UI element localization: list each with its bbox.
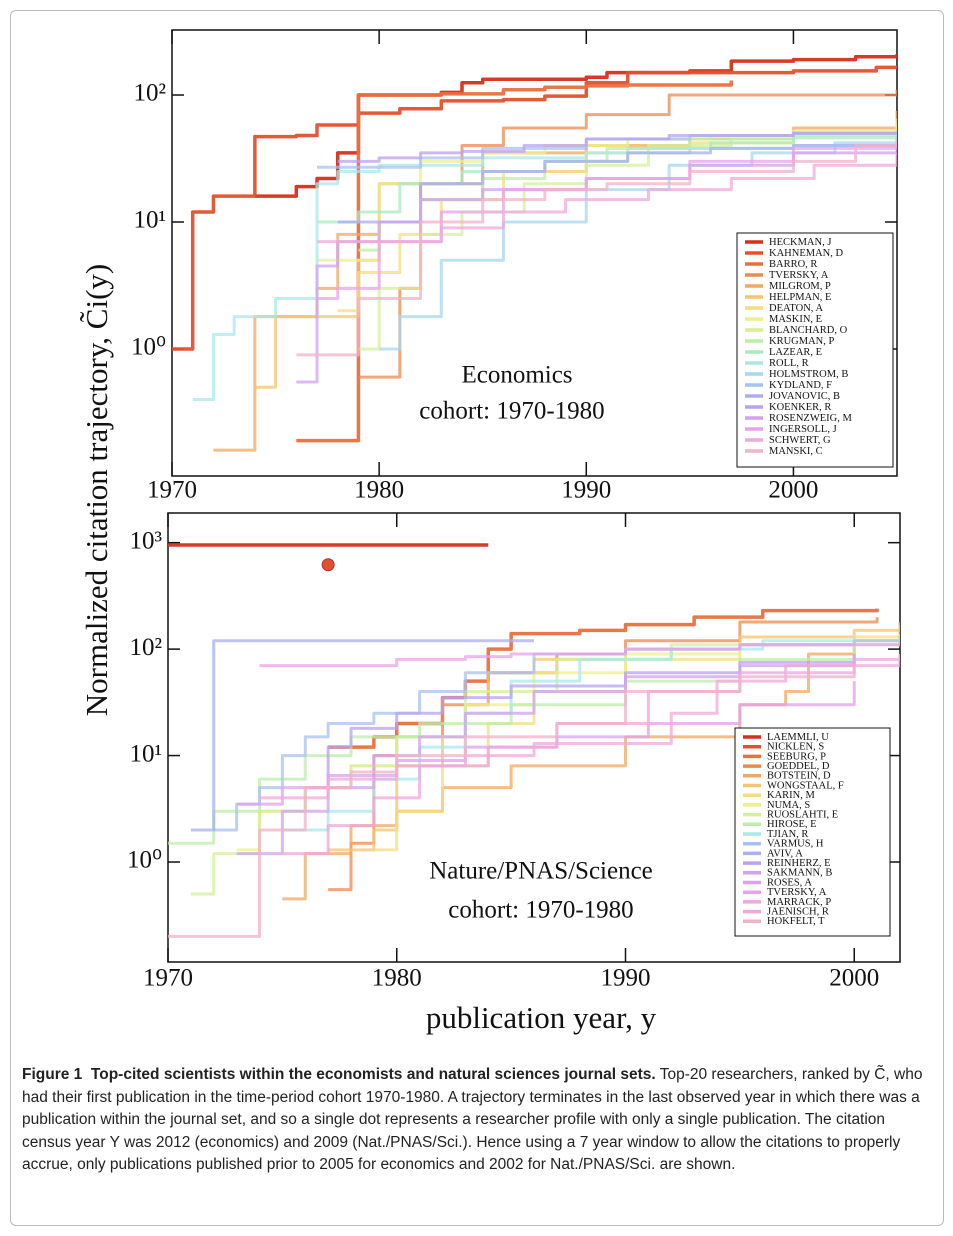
x-tick-label: 2000: [829, 965, 879, 992]
legend-label: KRUGMAN, P: [769, 336, 835, 347]
trajectory: [168, 665, 856, 938]
trajectory: [317, 152, 897, 244]
legend-label: KAHNEMAN, D: [769, 248, 843, 259]
trajectory: [337, 131, 897, 163]
legend-label: VARMUS, H: [767, 839, 824, 850]
legend-label: TVERSKY, A: [769, 270, 829, 281]
trajectory: [259, 642, 900, 668]
plot-frame: [167, 512, 901, 963]
legend-label: KYDLAND, F: [769, 380, 832, 391]
trajectory: [190, 639, 534, 832]
legend-label: LAEMMLI, U: [767, 732, 829, 743]
y-tick-label: 10²: [130, 634, 163, 661]
annotation: Nature/PNAS/Science: [429, 858, 653, 885]
x-tick-label: 1980: [372, 965, 422, 992]
legend-label: AVIV, A: [767, 848, 803, 859]
legend-label: ROSENZWEIG, M: [769, 413, 852, 424]
legend-label: BARRO, R: [769, 259, 817, 270]
legend-label: TVERSKY, A: [767, 887, 827, 898]
caption-label: Figure 1: [22, 1066, 83, 1083]
legend-label: SAKMANN, B: [767, 868, 832, 879]
caption-title: Top-cited scientists within the economis…: [90, 1066, 656, 1083]
legend-label: SEEBURG, P: [767, 751, 826, 762]
caption-text: Top-20 researchers, ranked by C̃, who ha…: [22, 1066, 923, 1173]
x-tick-label: 1970: [143, 965, 193, 992]
annotation: cohort: 1970-1980: [419, 398, 604, 425]
legend-label: HECKMAN, J: [769, 237, 831, 248]
legend-label: RUOSLAHTI, E: [767, 810, 838, 821]
legend-label: KARIN, M: [767, 790, 815, 801]
legend-label: MASKIN, E: [769, 314, 822, 325]
legend-label: SCHWERT, G: [769, 435, 831, 446]
annotation: cohort: 1970-1980: [448, 897, 633, 924]
legend-label: DEATON, A: [769, 303, 823, 314]
legend-label: ROSES, A: [767, 877, 812, 888]
legend-label: ROLL, R: [769, 358, 809, 369]
x-tick-label: 2000: [768, 477, 818, 504]
legend-label: GOEDDEL, D: [767, 761, 830, 772]
x-axis-label: publication year, y: [426, 1000, 657, 1035]
legend-label: REINHERZ, E: [767, 858, 831, 869]
series-group: [172, 54, 897, 452]
y-tick-label: 10³: [130, 527, 163, 554]
plot-frame: [171, 29, 898, 477]
trajectory: [282, 621, 900, 901]
trajectory: [317, 139, 897, 300]
caption: Figure 1 Top-cited scientists within the…: [22, 1064, 934, 1177]
trajectory: [259, 653, 900, 800]
legend-label: BOTSTEIN, D: [767, 771, 831, 782]
y-tick-label: 10²: [134, 80, 167, 107]
legend-label: MANSKI, C: [769, 446, 823, 457]
legend-label: HOLMSTROM, B: [769, 369, 848, 380]
legend-label: NUMA, S: [767, 800, 810, 811]
trajectory: [172, 65, 897, 351]
y-tick-label: 10⁰: [131, 334, 166, 361]
legend-label: JOVANOVIC, B: [769, 391, 840, 402]
legend-label: BLANCHARD, O: [769, 325, 848, 336]
legend-label: WONGSTAAL, F: [767, 780, 844, 791]
legend-label: TJIAN, R: [767, 829, 808, 840]
legend-label: MILGROM, P: [769, 281, 831, 292]
trajectory: [296, 139, 897, 357]
annotation: Economics: [461, 362, 572, 389]
legend-label: INGERSOLL, J: [769, 424, 837, 435]
x-tick-label: 1980: [354, 477, 404, 504]
legend-label: KOENKER, R: [769, 402, 831, 413]
y-axis-label: Normalized citation trajectory, C̃i(y): [79, 264, 114, 716]
legend-label: HOKFELT, T: [767, 916, 825, 927]
x-tick-label: 1990: [601, 965, 651, 992]
legend-label: JAENISCH, R: [767, 907, 829, 918]
legend-label: NICKLEN, S: [767, 742, 824, 753]
data-point: [321, 558, 335, 572]
x-tick-label: 1990: [561, 477, 611, 504]
y-tick-label: 10¹: [134, 207, 167, 234]
trajectory: [254, 54, 897, 198]
y-tick-label: 10⁰: [127, 847, 162, 874]
legend-label: HELPMAN, E: [769, 292, 831, 303]
legend-label: MARRACK, P: [767, 897, 831, 908]
y-tick-label: 10¹: [130, 740, 163, 767]
series-group: [168, 543, 900, 938]
figure: Normalized citation trajectory, C̃i(y) p…: [79, 29, 901, 1035]
x-tick-label: 1970: [147, 477, 197, 504]
figure-frame: [10, 10, 944, 1226]
legend-label: HIROSE, E: [767, 819, 817, 830]
legend-label: LAZEAR, E: [769, 347, 822, 358]
